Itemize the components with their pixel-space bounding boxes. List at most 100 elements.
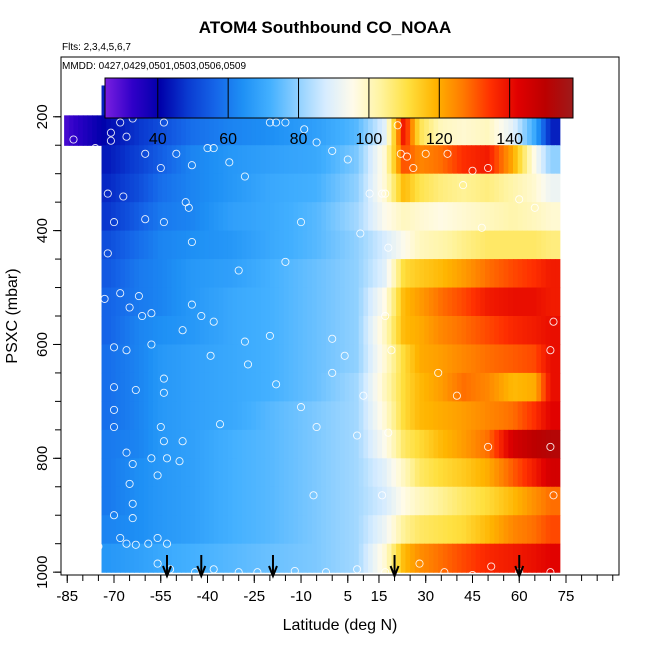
heatmap-cell (120, 316, 126, 346)
heatmap-cell (354, 543, 360, 573)
heatmap-cell (354, 486, 360, 516)
heatmap-cell (466, 316, 472, 346)
heatmap-cell (410, 458, 416, 488)
heatmap-cell (269, 344, 276, 374)
heatmap-cell (517, 259, 523, 289)
heatmap-cell (260, 458, 266, 488)
heatmap-cell (204, 372, 210, 402)
heatmap-cell (354, 372, 360, 402)
heatmap-cell (255, 344, 262, 374)
x-tick-label: -70 (103, 588, 125, 605)
heatmap-cell (246, 543, 252, 573)
heatmap-cell (148, 145, 154, 175)
heatmap-cell (279, 173, 285, 203)
heatmap-cell (447, 287, 453, 317)
heatmap-cell (129, 429, 135, 459)
heatmap-cell (517, 372, 523, 402)
heatmap-cell (466, 372, 472, 402)
heatmap-cell (185, 230, 191, 260)
heatmap-cell (517, 515, 523, 545)
heatmap-cell (176, 372, 182, 402)
x-tick-label: -25 (243, 588, 265, 605)
heatmap-cell (428, 115, 435, 146)
heatmap-cell (316, 543, 322, 573)
heatmap-cell (349, 401, 355, 431)
heatmap-cell (176, 259, 182, 289)
heatmap-cell (419, 458, 425, 488)
observation-point (147, 309, 156, 318)
heatmap-cell (190, 173, 196, 203)
heatmap-cell (274, 259, 280, 289)
heatmap-cell (391, 486, 397, 516)
observation-point (381, 189, 390, 198)
heatmap-cell (265, 287, 271, 317)
heatmap-cell (489, 372, 495, 402)
heatmap-cell (255, 372, 262, 402)
observation-point (144, 539, 153, 548)
heatmap-cell (527, 230, 533, 260)
heatmap-cell (545, 515, 552, 545)
heatmap-cell (536, 287, 542, 317)
heatmap-cell (484, 458, 491, 488)
heatmap-cell (527, 115, 533, 146)
heatmap-cell (115, 230, 121, 260)
heatmap-cell (237, 458, 243, 488)
heatmap-cell (129, 259, 135, 289)
heatmap-cell (223, 372, 229, 402)
heatmap-cell (368, 543, 374, 573)
heatmap-cell (283, 259, 290, 289)
heatmap-cell (321, 401, 327, 431)
heatmap-cell (293, 316, 299, 346)
heatmap-cell (340, 515, 346, 545)
heatmap-cell (246, 486, 252, 516)
heatmap-cell (152, 486, 159, 516)
heatmap-cell (171, 401, 177, 431)
heatmap-cell (255, 173, 262, 203)
heatmap-cell (400, 287, 407, 317)
heatmap-cell (321, 486, 327, 516)
heatmap-cell (484, 115, 491, 146)
heatmap-cell (279, 486, 285, 516)
heatmap-cell (358, 230, 364, 260)
heatmap-cell (101, 401, 107, 431)
heatmap-cell (424, 230, 430, 260)
heatmap-cell (218, 401, 224, 431)
heatmap-cell (480, 316, 486, 346)
heatmap-cell (550, 230, 556, 260)
heatmap-cell (372, 316, 379, 346)
heatmap-cell (452, 458, 458, 488)
heatmap-cell (368, 145, 374, 175)
heatmap-cell (255, 401, 262, 431)
heatmap-cell (400, 115, 407, 146)
heatmap-cell (251, 287, 257, 317)
heatmap-cell (438, 202, 444, 232)
heatmap-cell (503, 287, 509, 317)
heatmap-cell (321, 458, 327, 488)
heatmap-cell (410, 145, 416, 175)
heatmap-cell (218, 202, 224, 232)
heatmap-cell (494, 202, 500, 232)
heatmap-cell (456, 515, 463, 545)
heatmap-cell (503, 145, 509, 175)
observation-point (106, 128, 115, 137)
heatmap-cell (424, 202, 430, 232)
heatmap-cell (152, 202, 159, 232)
heatmap-cell (166, 145, 173, 175)
heatmap-cell (428, 486, 435, 516)
heatmap-cell (316, 115, 322, 146)
heatmap-cell (400, 316, 407, 346)
heatmap-cell (484, 543, 491, 573)
heatmap-cell (335, 287, 341, 317)
heatmap-cell (508, 259, 514, 289)
heatmap-cell (438, 145, 444, 175)
observation-point (272, 118, 281, 127)
heatmap-cell (218, 429, 224, 459)
heatmap-cell (181, 202, 187, 232)
heatmap-cell (181, 344, 187, 374)
heatmap-cell (480, 515, 486, 545)
heatmap-cell (382, 458, 388, 488)
heatmap-cell (545, 173, 552, 203)
observation-point (190, 568, 200, 577)
heatmap-cell (110, 230, 117, 260)
heatmap-cell (391, 401, 397, 431)
